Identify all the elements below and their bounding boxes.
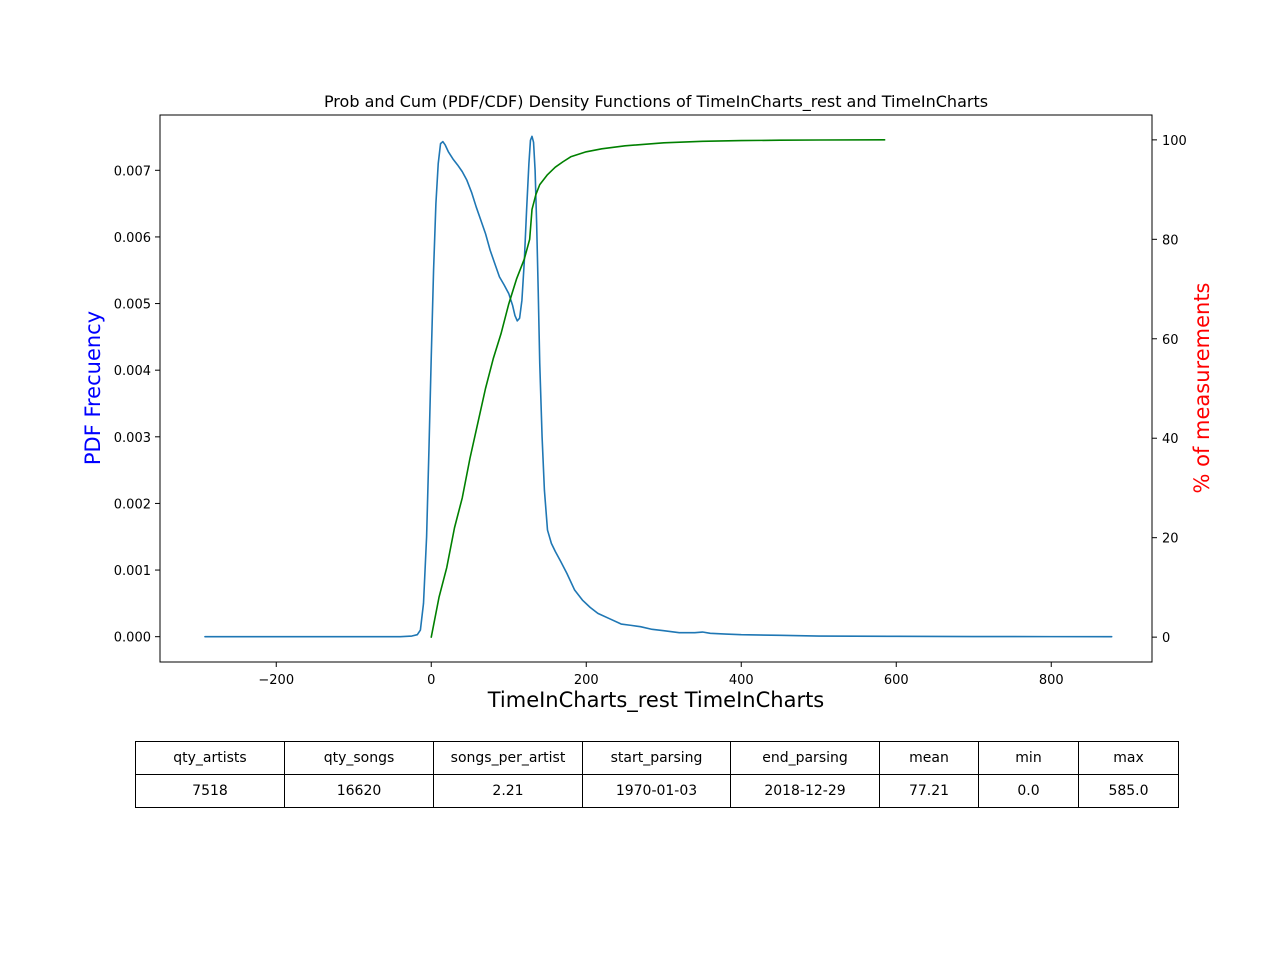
x-tick-label: 800 [1039,673,1064,688]
plot-frame [159,114,1153,663]
y-left-tick-label: 0.002 [114,497,151,512]
y-axis-right-label: % of measurements [1190,283,1214,494]
y-right-tick-label: 20 [1162,532,1179,547]
x-tick-label: 0 [427,673,435,688]
y-right-tick-label: 80 [1162,233,1179,248]
y-right-tick-label: 100 [1162,134,1187,149]
table-header-cell: max [1078,741,1179,775]
table-cell: 0.0 [978,774,1079,808]
table-cell: 1970-01-03 [582,774,731,808]
y-left-tick-label: 0.001 [114,564,151,579]
x-tick-label: 600 [884,673,909,688]
chart-title: Prob and Cum (PDF/CDF) Density Functions… [324,92,988,112]
y-left-tick-label: 0.000 [114,631,151,646]
table-header-cell: songs_per_artist [433,741,583,775]
table-cell: 2018-12-29 [730,774,880,808]
table-cell: 7518 [135,774,285,808]
x-tick-label: 200 [574,673,599,688]
table-cell: 585.0 [1078,774,1179,808]
table-header-cell: mean [879,741,979,775]
y-left-tick-label: 0.006 [114,231,151,246]
x-tick-label: −200 [258,673,294,688]
table-header-cell: start_parsing [582,741,731,775]
y-left-tick-label: 0.007 [114,164,151,179]
table-cell: 16620 [284,774,434,808]
table-header-row: qty_artists qty_songs songs_per_artist s… [135,741,1179,775]
y-axis-left-label: PDF Frecuency [81,311,105,465]
stats-table: qty_artists qty_songs songs_per_artist s… [135,741,1179,808]
density-chart: Prob and Cum (PDF/CDF) Density Functions… [81,92,1214,713]
table-header-cell: qty_songs [284,741,434,775]
y-right-tick-label: 60 [1162,333,1179,348]
y-left-tick-label: 0.003 [114,431,151,446]
y-right-tick-label: 40 [1162,432,1179,447]
table-cell: 2.21 [433,774,583,808]
y-left-tick-label: 0.005 [114,298,151,313]
table-header-cell: min [978,741,1079,775]
x-tick-label: 400 [729,673,754,688]
y-left-tick-label: 0.004 [114,364,151,379]
x-axis-label: TimeInCharts_rest TimeInCharts [487,688,825,713]
table-row: 7518 16620 2.21 1970-01-03 2018-12-29 77… [135,774,1179,808]
y-right-tick-label: 0 [1162,631,1170,646]
table-header-cell: end_parsing [730,741,880,775]
cdf-series-line [430,139,886,638]
table-header-cell: qty_artists [135,741,285,775]
table-cell: 77.21 [879,774,979,808]
pdf-series-line [204,135,1113,638]
